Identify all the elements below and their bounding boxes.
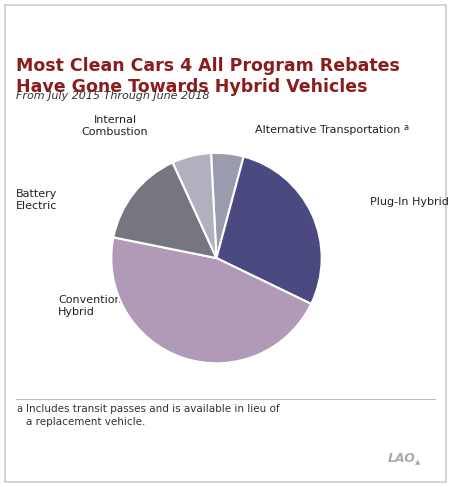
Text: Figure 8: Figure 8 (16, 17, 78, 30)
Text: ▲: ▲ (415, 459, 420, 465)
Wedge shape (113, 163, 216, 258)
Text: Plug-In Hybrid: Plug-In Hybrid (370, 197, 449, 207)
Text: LAO: LAO (388, 452, 416, 465)
Text: Most Clean Cars 4 All Program Rebates
Have Gone Towards Hybrid Vehicles: Most Clean Cars 4 All Program Rebates Ha… (16, 57, 400, 96)
Wedge shape (111, 237, 311, 363)
Text: a: a (16, 404, 22, 414)
Wedge shape (216, 156, 322, 304)
Text: Alternative Transportation: Alternative Transportation (255, 125, 400, 135)
Text: a: a (403, 123, 408, 132)
Wedge shape (211, 153, 244, 258)
Text: Includes transit passes and is available in lieu of
a replacement vehicle.: Includes transit passes and is available… (26, 404, 280, 427)
Text: From July 2015 Through June 2018: From July 2015 Through June 2018 (16, 91, 210, 101)
Text: Battery
Electric: Battery Electric (16, 189, 57, 211)
Wedge shape (173, 153, 216, 258)
Text: Internal
Combustion: Internal Combustion (82, 114, 148, 137)
Text: Conventional
Hybrid: Conventional Hybrid (58, 295, 132, 318)
